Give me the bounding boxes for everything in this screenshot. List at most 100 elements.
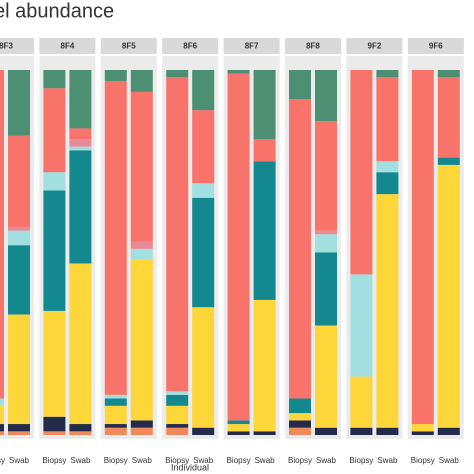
bar-segment	[43, 172, 66, 191]
bar-segment	[315, 70, 337, 122]
x-tick-label: Biopsy	[0, 456, 5, 465]
bar-segment	[192, 110, 215, 184]
bar-segment	[104, 394, 127, 399]
bar-segment	[376, 161, 399, 173]
facet-label: 8F6	[183, 42, 197, 51]
bar-segment	[104, 405, 127, 425]
bar-segment	[437, 70, 460, 78]
x-tick-label: Biopsy	[42, 456, 66, 465]
bar-segment	[289, 427, 311, 435]
x-tick-label: Biopsy	[104, 456, 128, 465]
facet-label: 8F7	[245, 42, 259, 51]
bar-segment	[315, 121, 337, 231]
bar-segment	[376, 172, 399, 195]
bar-segment	[69, 263, 92, 425]
bar-segment	[253, 161, 276, 300]
bar-segment	[227, 73, 250, 421]
bar-segment	[43, 88, 66, 173]
bar-segment	[104, 424, 127, 428]
bar-segment	[350, 376, 373, 428]
facet-strip	[0, 38, 34, 54]
bar-segment	[8, 230, 30, 246]
bar-segment	[192, 183, 215, 198]
bar-segment	[227, 431, 250, 435]
bar-segment	[350, 70, 373, 275]
facet-strip	[346, 38, 403, 54]
bar-segment	[0, 398, 4, 406]
bar-segment	[437, 157, 460, 165]
facet-strip	[100, 38, 157, 54]
bar-segment	[8, 226, 30, 231]
bar-segment	[69, 431, 92, 435]
bar-segment	[69, 128, 92, 140]
bar-segment	[8, 70, 30, 136]
bar-segment	[227, 420, 250, 425]
bar-segment	[8, 135, 30, 227]
bar-segment	[130, 91, 153, 242]
bar-segment	[289, 99, 311, 399]
bar-segment	[166, 70, 189, 78]
bar-segment	[69, 146, 92, 151]
bar-segment	[130, 248, 153, 260]
bar-segment	[69, 70, 92, 129]
x-tick-label: Biopsy	[227, 456, 251, 465]
facet-label: 8F4	[61, 42, 75, 51]
bar-segment	[104, 80, 127, 395]
facet-label: 9F6	[429, 42, 443, 51]
bar-segment	[130, 241, 153, 249]
bar-segment	[315, 230, 337, 235]
bar-segment	[350, 274, 373, 377]
bar-segment	[253, 431, 276, 435]
x-tick-label: Swab	[9, 456, 30, 465]
bar-segment	[8, 314, 30, 425]
bar-segment	[376, 194, 399, 428]
x-tick-label: Swab	[377, 456, 398, 465]
bar-segment	[69, 150, 92, 264]
bar-segment	[192, 307, 215, 428]
bar-segment	[43, 416, 66, 432]
bar-segment	[192, 197, 215, 308]
bar-segment	[130, 70, 153, 92]
bar-segment	[43, 70, 66, 89]
x-tick-label: Biopsy	[288, 456, 312, 465]
x-tick-label: Swab	[193, 456, 214, 465]
bar-segment	[315, 234, 337, 253]
chart-title: el abundance	[0, 0, 114, 22]
bar-segment	[104, 398, 127, 406]
bar-segment	[289, 70, 311, 100]
bar-segment	[411, 70, 434, 425]
bar-segment	[289, 420, 311, 428]
x-tick-label: Swab	[70, 456, 91, 465]
bar-segment	[315, 252, 337, 326]
bar-segment	[253, 299, 276, 432]
x-tick-label: Biopsy	[411, 456, 435, 465]
bar-segment	[43, 310, 66, 417]
bar-segment	[227, 70, 250, 74]
bar-segment	[166, 77, 189, 392]
facet-strip	[407, 38, 464, 54]
bar-segment	[376, 427, 399, 435]
bar-segment	[166, 405, 189, 425]
bar-segment	[315, 325, 337, 428]
bar-segment	[315, 427, 337, 435]
bar-segment	[43, 190, 66, 311]
bar-segment	[253, 70, 276, 140]
x-tick-label: Biopsy	[165, 456, 189, 465]
bar-segment	[130, 420, 153, 428]
bar-segment	[8, 245, 30, 315]
bar-segment	[350, 427, 373, 435]
bar-segment	[0, 424, 4, 432]
facet-label: 8F8	[306, 42, 320, 51]
facet-label: 9F2	[368, 42, 382, 51]
bar-segment	[437, 427, 460, 435]
x-axis-label: Individual	[171, 462, 209, 472]
facet-strip	[162, 38, 219, 54]
x-tick-label: Biopsy	[349, 456, 373, 465]
bar-segment	[0, 431, 4, 435]
bar-segment	[104, 70, 127, 81]
x-tick-label: Swab	[316, 456, 337, 465]
x-tick-label: Swab	[439, 456, 460, 465]
bar-segment	[411, 431, 434, 435]
